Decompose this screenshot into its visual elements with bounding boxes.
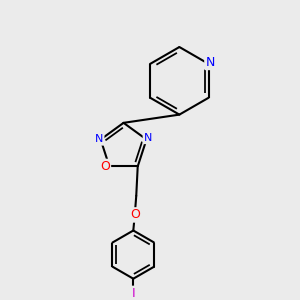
- Text: N: N: [144, 133, 152, 143]
- Text: I: I: [131, 287, 135, 300]
- Text: O: O: [130, 208, 140, 221]
- Text: N: N: [95, 134, 103, 145]
- Text: O: O: [100, 160, 110, 173]
- Text: N: N: [206, 56, 215, 69]
